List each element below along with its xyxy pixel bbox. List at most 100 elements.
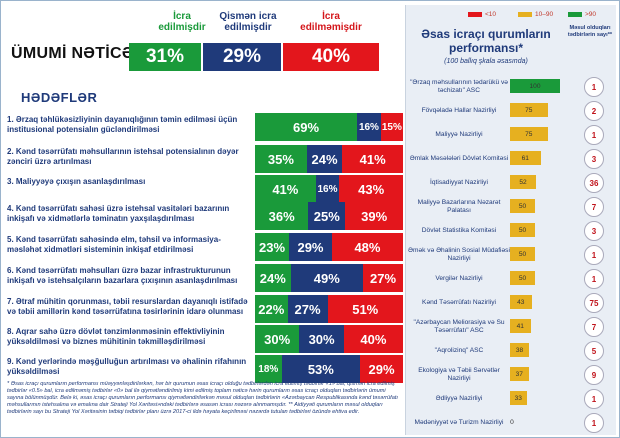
score-bar: 43 — [510, 295, 532, 309]
executed-header: İcra edilmişdir — [158, 11, 206, 33]
not-executed-header: İcra edilməmişdir — [300, 11, 362, 33]
goal-bar: 36% 25% 39% — [255, 202, 403, 230]
responsible-count-badge: 1 — [584, 125, 604, 145]
performance-row: İqtisadiyyat Nazirliyi 52 36 — [406, 171, 616, 194]
legend-high-swatch — [568, 12, 582, 17]
summary-partial-box: 29% — [203, 43, 281, 71]
score-track: 0 — [510, 415, 560, 429]
goal-bar-not-executed-segment: 27% — [363, 264, 403, 292]
responsible-count-badge: 3 — [584, 149, 604, 169]
score-track: 50 — [510, 199, 560, 213]
summary-executed-box: 31% — [129, 43, 201, 71]
score-track: 43 — [510, 295, 560, 309]
goal-bar: 69% 16% 15% — [255, 113, 403, 141]
score-track: 33 — [510, 391, 560, 405]
goal-bar-executed-segment: 36% — [255, 202, 309, 230]
institution-name: "Aqrolizinq" ASC — [434, 346, 484, 354]
legend-mid: 10–90 — [518, 11, 553, 18]
performance-title: Əsas icraçı qurumların performansı* — [421, 27, 551, 55]
institution-name: Ədliyyə Nazirliyi — [435, 394, 483, 402]
goal-bar-not-executed-segment: 40% — [343, 325, 403, 353]
goal-bar: 18% 53% 29% — [255, 355, 403, 383]
goal-bar-executed-segment: 23% — [255, 233, 290, 261]
goal-bar-not-executed-segment: 43% — [339, 175, 403, 203]
score-track: 41 — [510, 319, 560, 333]
goal-text: 8. Aqrar sahə üzrə dövlət tənzimlənməsin… — [7, 327, 225, 346]
goal-text: 2. Kənd təsərrüfatı məhsullarının istehs… — [7, 147, 239, 166]
score-track: 38 — [510, 343, 560, 357]
score-track: 50 — [510, 223, 560, 237]
count-column-header: Məsul olduqları tədbirlərin sayı** — [567, 25, 613, 38]
goal-bar-executed-segment: 35% — [255, 145, 307, 173]
left-panel: İcra edilmişdir Qismən icra edilmişdir İ… — [5, 5, 403, 435]
goal-bar-partial-segment: 27% — [287, 295, 328, 323]
goal-bar-executed-segment: 30% — [255, 325, 300, 353]
goal-text: 3. Maliyyəyə çıxışın asanlaşdırılması — [7, 177, 146, 186]
performance-row: Əmək və Əhalinin Sosial Müdafiəsi Nazirl… — [406, 243, 616, 266]
legend-low-label: <10 — [485, 11, 497, 18]
score-bar: 50 — [510, 247, 535, 261]
responsible-count-badge: 9 — [584, 365, 604, 385]
goal-bar-not-executed-segment: 51% — [327, 295, 403, 323]
goal-bar-not-executed-segment: 41% — [342, 145, 403, 173]
goal-bar-partial-segment: 29% — [289, 233, 332, 261]
performance-row: Maliyyə Nazirliyi 75 1 — [406, 123, 616, 146]
goal-text: 7. Ətraf mühitin qorunması, təbii resurs… — [7, 297, 248, 316]
legend-high-label: >90 — [585, 11, 597, 18]
score-bar: 0 — [510, 418, 514, 426]
score-track: 52 — [510, 175, 560, 189]
score-bar: 61 — [510, 151, 541, 165]
institution-name: Vergilər Nazirliyi — [435, 274, 483, 282]
responsible-count-badge: 75 — [584, 293, 604, 313]
goal-bar-executed-segment: 69% — [255, 113, 358, 141]
goal-bar-partial-segment: 25% — [308, 202, 346, 230]
goal-bar-partial-segment: 49% — [290, 264, 364, 292]
goal-text: 5. Kənd təsərrüfatı sahəsində elm, təhsi… — [7, 235, 221, 254]
performance-row: Maliyyə Bazarlarına Nəzarət Palatası 50 7 — [406, 195, 616, 218]
goal-bar: 22% 27% 51% — [255, 295, 403, 323]
score-bar: 38 — [510, 343, 529, 357]
responsible-count-badge: 1 — [584, 389, 604, 409]
goal-bar-partial-segment: 16% — [315, 175, 340, 203]
score-bar: 75 — [510, 127, 548, 141]
partial-header: Qismən icra edilmişdir — [219, 11, 277, 33]
score-bar: 41 — [510, 319, 531, 333]
institution-name: Əmək və Əhalinin Sosial Müdafiəsi Nazirl… — [408, 246, 510, 262]
responsible-count-badge: 5 — [584, 341, 604, 361]
performance-row: "Ərzaq məhsullarının tədarükü və təchiza… — [406, 75, 616, 98]
goal-bar-partial-segment: 16% — [357, 113, 381, 141]
responsible-count-badge: 1 — [584, 245, 604, 265]
score-track: 37 — [510, 367, 560, 381]
goal-bar-partial-segment: 53% — [281, 355, 361, 383]
goal-bar-not-executed-segment: 39% — [345, 202, 403, 230]
score-bar: 50 — [510, 271, 535, 285]
score-track: 100 — [510, 79, 560, 93]
performance-row: "Azərbaycan Meliorasiya və Su Təsərrüfat… — [406, 315, 616, 338]
institution-name: Ekologiya və Təbii Sərvətlər Nazirliyi — [418, 366, 500, 382]
institution-name: İqtisadiyyat Nazirliyi — [430, 178, 488, 186]
score-bar: 33 — [510, 391, 527, 405]
performance-row: "Aqrolizinq" ASC 38 5 — [406, 339, 616, 362]
score-bar: 75 — [510, 103, 548, 117]
performance-row: Ədliyyə Nazirliyi 33 1 — [406, 387, 616, 410]
performance-row: Kənd Təsərrüfatı Nazirliyi 43 75 — [406, 291, 616, 314]
score-track: 50 — [510, 271, 560, 285]
goal-bar-partial-segment: 24% — [306, 145, 343, 173]
responsible-count-badge: 7 — [584, 197, 604, 217]
performance-panel: <10 10–90 >90 Əsas icraçı qurumların per… — [405, 5, 616, 435]
footnote: * Əsas icraçı qurumların performansı müə… — [7, 381, 398, 415]
responsible-count-badge: 36 — [584, 173, 604, 193]
performance-row: Mədəniyyət və Turizm Nazirliyi 0 1 — [406, 411, 616, 434]
summary-not-executed-box: 40% — [283, 43, 379, 71]
score-bar: 50 — [510, 199, 535, 213]
institution-name: Fövqəladə Hallar Nazirliyi — [421, 106, 497, 114]
performance-subtitle: (100 ballıq şkala əsasında) — [444, 58, 528, 65]
institution-name: "Azərbaycan Meliorasiya və Su Təsərrüfat… — [413, 318, 505, 334]
summary-title: ÜMUMİ NƏTİCƏ — [11, 45, 134, 62]
institution-name: Əmlak Məsələləri Dövlət Komitəsi — [409, 154, 509, 162]
legend-low: <10 — [468, 11, 496, 18]
legend-mid-label: 10–90 — [535, 11, 554, 18]
performance-row: Vergilər Nazirliyi 50 1 — [406, 267, 616, 290]
goal-text: 6. Kənd təsərrüfatı məhsulları üzrə baza… — [7, 266, 238, 285]
